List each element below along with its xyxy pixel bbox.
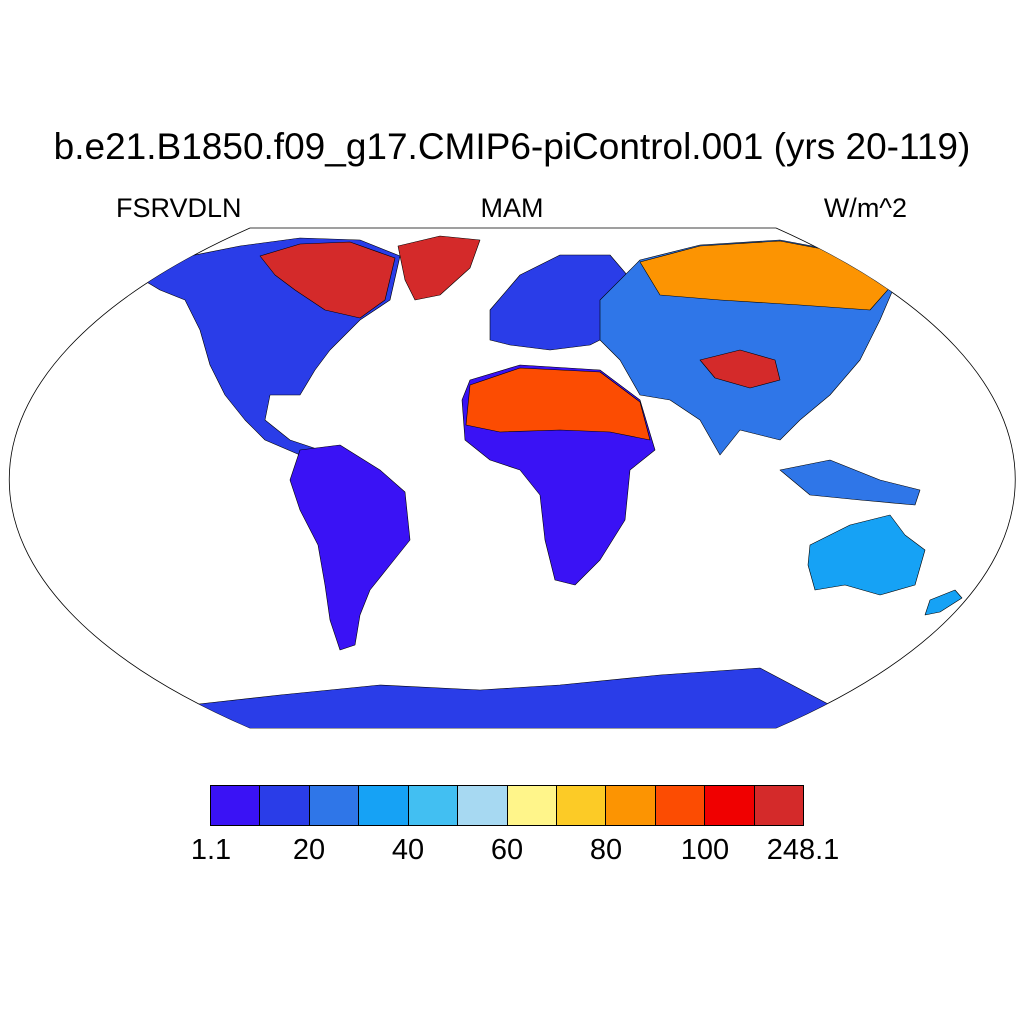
region-antarctica [189,667,831,728]
region-australia [807,514,926,596]
colorbar-swatch [507,786,557,825]
colorbar-label: 20 [292,834,326,866]
colorbar-swatch [211,786,261,825]
colorbar-label: 100 [680,834,730,866]
colorbar-swatch [260,786,310,825]
colorbar-label: 40 [391,834,425,866]
region-new-zealand [924,589,963,616]
plot-title: b.e21.B1850.f09_g17.CMIP6-piControl.001 … [53,126,971,167]
colorbar-label: 80 [589,834,623,866]
region-sahara [465,367,651,441]
season-label: MAM [480,193,544,223]
region-southeast-asia [779,459,921,506]
region-tibet [699,349,781,389]
region-south-america [289,444,411,651]
colorbar-label: 1.1 [190,834,232,866]
units-label: W/m^2 [823,193,907,223]
colorbar-swatch [359,786,409,825]
colorbar-swatch [408,786,459,825]
colorbar-swatch [655,786,706,825]
variable-label: FSRVDLN [116,193,242,223]
colorbar-label: 248.1 [766,834,840,866]
colorbar-swatch [458,786,508,825]
colorbar-swatch [705,786,755,825]
colorbar [210,785,804,826]
colorbar-swatch [556,786,607,825]
region-arctic-canada [259,241,396,319]
region-greenland [397,235,481,301]
colorbar-label: 60 [490,834,524,866]
colorbar-swatch [309,786,360,825]
colorbar-swatch [606,786,656,825]
colorbar-swatch [754,786,804,825]
region-siberia [639,240,893,311]
